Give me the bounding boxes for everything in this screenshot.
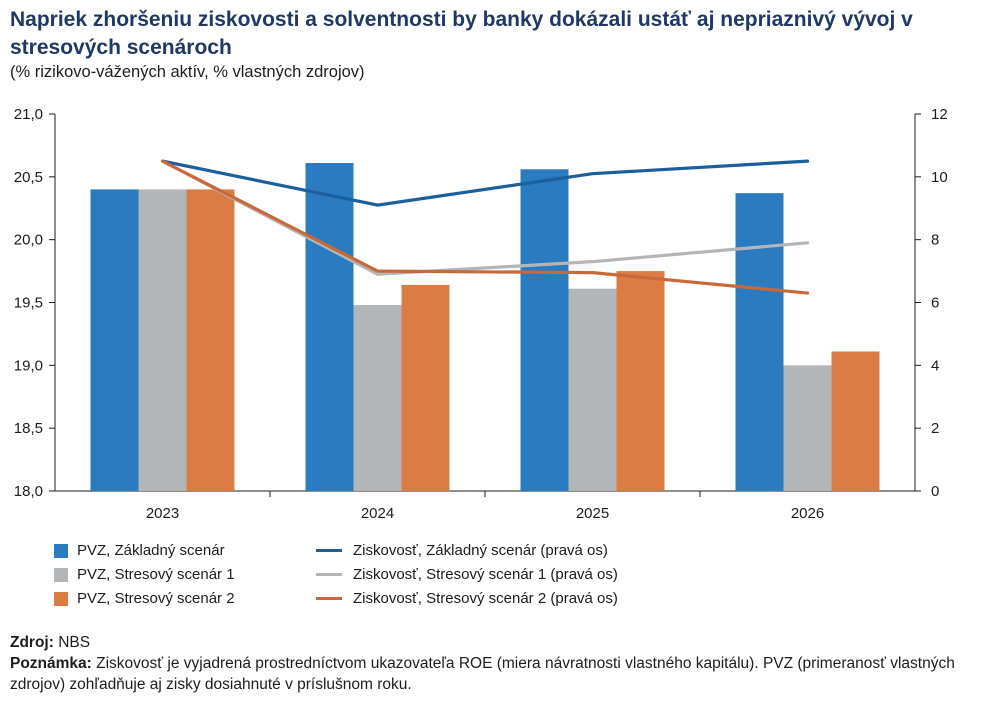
series-line: [160, 159, 810, 276]
chart-title: Napriek zhoršeniu ziskovosti a solventno…: [10, 8, 913, 59]
note-text: Ziskovosť je vyjadrená prostredníctvom u…: [10, 655, 955, 693]
right-tick-label: 12: [931, 106, 948, 123]
bar: [305, 163, 354, 491]
right-tick-label: 8: [931, 232, 939, 249]
left-tick-label: 21,0: [14, 106, 43, 123]
chart-ticks: 18,0 18,5 19,0 19,5 20,0 20,5 21,0 0 2 4 6 8 10 12 202…: [14, 106, 948, 522]
series-line: [160, 159, 810, 295]
right-tick-label: 2: [931, 420, 939, 437]
left-tick-label: 18,5: [14, 420, 43, 437]
bar: [783, 365, 832, 491]
bar: [353, 305, 402, 491]
bar: [401, 284, 450, 491]
right-tick-label: 0: [931, 483, 939, 500]
left-tick-label: 19,0: [14, 357, 43, 374]
bar: [138, 189, 187, 491]
x-tick-label: 2026: [791, 505, 824, 522]
x-tick-label: 2025: [576, 505, 609, 522]
chart-bars: [90, 163, 880, 492]
source-line: Zdroj: NBS: [10, 632, 985, 653]
bar: [616, 271, 665, 491]
bar: [831, 351, 880, 491]
bar: [735, 193, 784, 492]
right-tick-label: 6: [931, 295, 939, 312]
left-tick-label: 20,0: [14, 232, 43, 249]
x-tick-label: 2023: [146, 505, 179, 522]
source-label: Zdroj:: [10, 634, 54, 651]
chart-notes: Zdroj: NBS Poznámka: Ziskovosť je vyjadr…: [10, 632, 985, 695]
series-line: [160, 159, 810, 207]
chart-lines: [160, 159, 810, 295]
left-tick-label: 18,0: [14, 483, 43, 500]
left-tick-label: 19,5: [14, 295, 43, 312]
note-line: Poznámka: Ziskovosť je vyjadrená prostre…: [10, 653, 985, 695]
source-text: NBS: [53, 634, 91, 651]
bar: [90, 189, 139, 491]
bar: [520, 169, 569, 491]
bar: [568, 288, 617, 491]
note-label: Poznámka:: [10, 655, 92, 672]
x-tick-label: 2024: [361, 505, 394, 522]
chart-subtitle: (% rizikovo-vážených aktív, % vlastných …: [10, 63, 365, 81]
right-tick-label: 4: [931, 357, 939, 374]
right-tick-label: 10: [931, 169, 948, 186]
bar: [186, 189, 235, 491]
left-tick-label: 20,5: [14, 169, 43, 186]
